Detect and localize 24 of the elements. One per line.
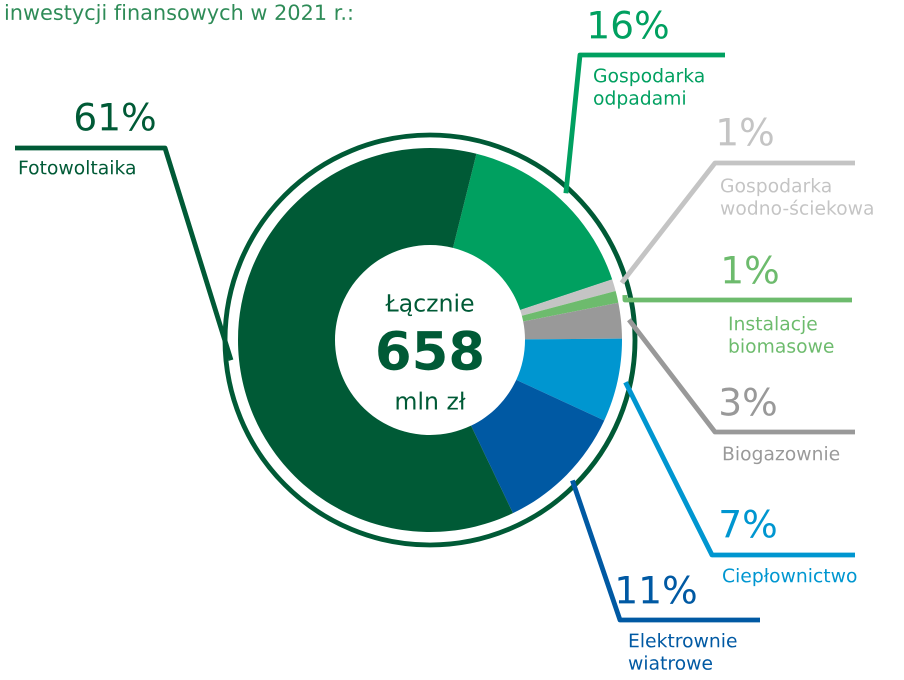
donut-slice	[471, 380, 604, 514]
data-label: 1%	[724, 256, 778, 284]
donut-slice	[522, 290, 618, 322]
data-label: 3%	[721, 388, 776, 416]
text: Łącznie	[385, 294, 474, 316]
donut-slice	[516, 338, 622, 421]
slice-label: Gospodarka wodno-ściekowa	[720, 178, 873, 215]
data-label: 7%	[721, 510, 776, 538]
donut-slice	[238, 148, 513, 532]
data-label: 1%	[719, 118, 773, 146]
data-label: 16%	[590, 10, 668, 39]
slice-label: Instalacje biomasowe	[730, 316, 834, 353]
donut-slice	[520, 279, 616, 316]
text: mln zł	[396, 392, 466, 410]
data-label: 11%	[618, 576, 696, 604]
slice-label: Gospodarka odpadami	[594, 68, 704, 109]
slice-label: Elektrownie wiatrowe	[628, 633, 737, 670]
slice-label: Ciepłownictwo	[723, 568, 856, 586]
chart-title: inwestycji finansowych w 2021 r.:	[6, 4, 352, 24]
data-label: 61%	[76, 102, 155, 131]
text: 658	[378, 330, 482, 370]
slice-label: Fotowoltaika	[20, 160, 135, 175]
donut-slice	[523, 302, 622, 340]
slice-label: Biogazownie	[724, 446, 840, 464]
